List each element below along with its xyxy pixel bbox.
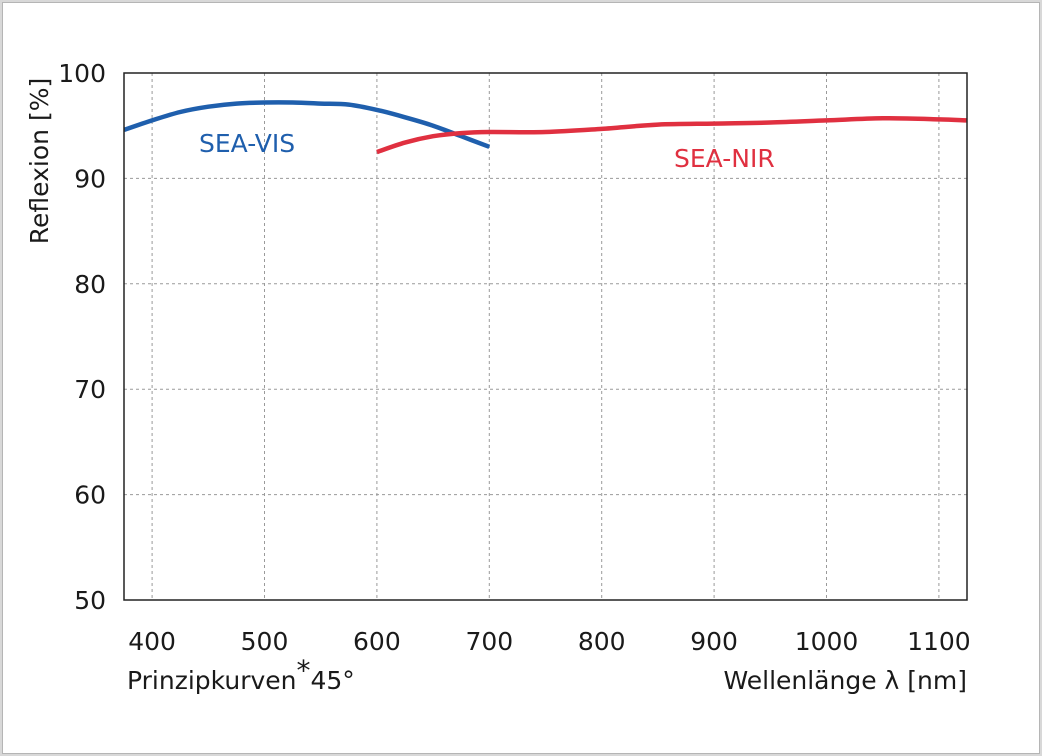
x-tick-900: 900 — [690, 627, 738, 656]
y-axis-label: Reflexion [%] — [25, 78, 54, 244]
x-axis-label: Wellenlänge λ [nm] — [723, 666, 967, 695]
series-label-sea-vis: SEA-VIS — [199, 129, 295, 158]
x-tick-700: 700 — [465, 627, 513, 656]
y-tick-50: 50 — [74, 586, 106, 615]
tick-labels: 400 500 600 700 800 900 1000 1100 50 60 70 80 90 100 — [58, 59, 970, 656]
y-tick-70: 70 — [74, 375, 106, 404]
x-tick-600: 600 — [353, 627, 401, 656]
series-line-sea-nir — [376, 116, 967, 155]
series-lines — [124, 100, 967, 155]
y-tick-60: 60 — [74, 481, 106, 510]
y-tick-100: 100 — [58, 59, 106, 88]
grid — [124, 73, 967, 600]
y-tick-90: 90 — [74, 164, 106, 193]
chart-note: Prinzipkurven*45° — [127, 654, 355, 695]
x-tick-400: 400 — [128, 627, 176, 656]
y-tick-80: 80 — [74, 270, 106, 299]
x-tick-500: 500 — [241, 627, 289, 656]
x-tick-1100: 1100 — [907, 627, 971, 656]
reflexion-chart: 400 500 600 700 800 900 1000 11005060708090100 … — [25, 59, 971, 695]
x-tick-1000: 1000 — [795, 627, 859, 656]
plot-area-border — [123, 72, 968, 601]
series-line-sea-vis — [124, 100, 491, 149]
series-label-sea-nir: SEA-NIR — [674, 144, 775, 173]
x-tick-800: 800 — [578, 627, 626, 656]
